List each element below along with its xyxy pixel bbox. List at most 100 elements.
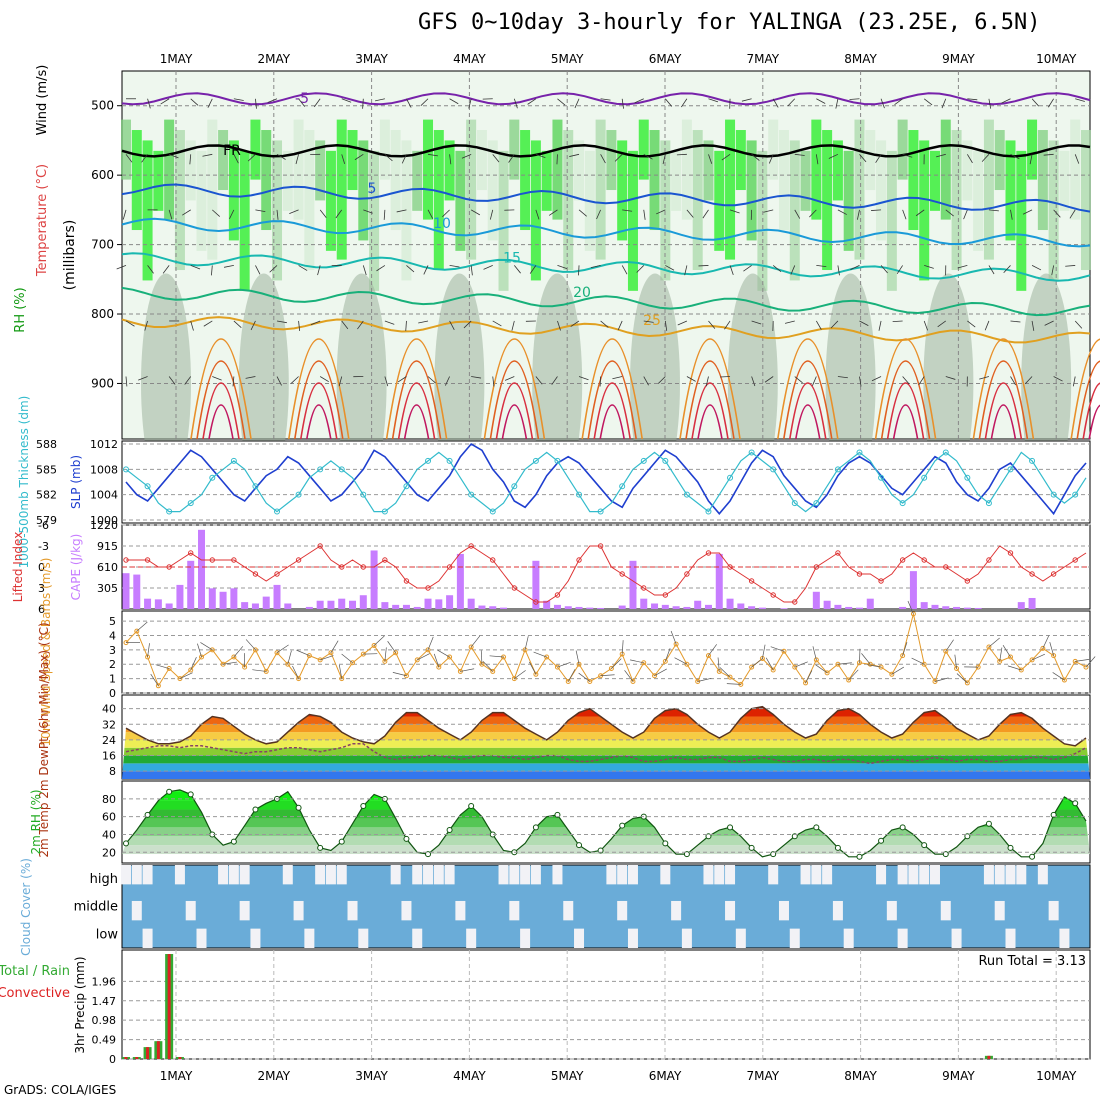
wind-barb	[634, 98, 644, 104]
cloud-cell	[789, 928, 800, 948]
wind-barb	[611, 658, 622, 669]
wind-barb	[871, 376, 882, 382]
wind-barb	[923, 320, 928, 331]
cloud-cell	[228, 865, 239, 885]
wind-barb	[751, 320, 762, 325]
wind-barb	[941, 98, 947, 109]
cloud-cell	[185, 900, 196, 921]
contour-label: -5	[295, 91, 309, 107]
thickness-marker	[360, 491, 367, 498]
wind-barb	[891, 666, 905, 675]
cloud-cell	[617, 865, 628, 885]
wind-barb	[763, 209, 774, 213]
wind-barb	[871, 209, 882, 211]
cloud-cell	[282, 865, 293, 885]
rh-tick-label: 40	[102, 828, 116, 841]
wind-barb	[676, 153, 687, 156]
precip-bar-convective	[146, 1047, 150, 1059]
contour-label: 10	[433, 216, 451, 232]
wind-barb	[945, 639, 954, 652]
wind-barb	[880, 98, 885, 109]
temperature-contour	[1088, 404, 1100, 440]
cape-bar	[758, 607, 766, 609]
credit-text: GrADS: COLA/IGES	[4, 1083, 117, 1097]
wind-barb	[169, 153, 179, 159]
thickness-marker	[1029, 457, 1036, 464]
rh-marker	[964, 833, 971, 840]
wind-speed-marker	[447, 654, 453, 660]
temperature-contour	[489, 360, 540, 440]
temp-band	[122, 771, 1090, 779]
wind-speed-marker	[155, 683, 161, 689]
lifted-index-marker	[1007, 550, 1014, 556]
slp-panel-frame	[121, 440, 1091, 524]
cloud-cell	[196, 928, 207, 948]
rh-shading	[218, 130, 229, 191]
cloud-cell	[951, 928, 962, 948]
cloud-cell	[617, 900, 628, 921]
wind-barb	[741, 98, 752, 102]
rh-shading	[681, 119, 692, 220]
wind-barb	[954, 654, 957, 669]
cape-bar	[683, 606, 691, 609]
wind-barb	[837, 662, 852, 665]
wind-barb	[363, 209, 373, 214]
wind-barb	[809, 209, 817, 218]
cape-bar	[629, 560, 637, 609]
wind-barb	[1072, 376, 1076, 387]
thickness-line	[125, 451, 1087, 513]
cape-bar	[446, 595, 454, 609]
wind-barb	[449, 320, 455, 330]
temperature-contour	[789, 382, 827, 440]
wind-barb	[233, 154, 239, 164]
thickness-marker	[640, 457, 647, 464]
wind-barb	[861, 653, 871, 665]
temperature-label: Temperature (°C)	[35, 164, 50, 277]
cape-bar	[931, 604, 939, 609]
lifted-index-marker	[705, 550, 712, 556]
cloud-cell	[336, 865, 347, 885]
wind-speed-line	[125, 613, 1087, 687]
wind-barb	[292, 665, 299, 679]
rh-marker	[878, 837, 885, 844]
wind-barb	[665, 265, 675, 271]
wind-barb	[1031, 265, 1042, 271]
rh-shading	[940, 119, 951, 220]
cape-bar	[316, 600, 324, 609]
rh-shading	[908, 130, 919, 231]
contour-label: FR	[223, 143, 241, 159]
wind-barb	[880, 265, 888, 274]
wind-barb	[751, 154, 760, 161]
wind-barb	[375, 98, 385, 102]
wind-barb	[815, 320, 822, 330]
rh-marker	[727, 824, 734, 831]
rh-shading	[142, 140, 153, 281]
rh-shading	[735, 130, 746, 191]
wind-barb	[622, 209, 633, 212]
lifted-index-marker	[835, 550, 841, 556]
thickness-marker	[511, 483, 518, 490]
rh-tick-label: 60	[102, 811, 116, 824]
cape-bar	[489, 606, 497, 609]
wind-speed-marker	[209, 647, 215, 653]
wind-barb	[384, 376, 389, 387]
thickness-marker	[662, 457, 669, 464]
rh-shading	[768, 119, 779, 180]
wind-barb	[708, 320, 716, 329]
rh-shading	[487, 140, 498, 241]
wind-barb	[1049, 642, 1054, 656]
cape-bar	[748, 606, 756, 609]
contour-label: 15	[503, 250, 521, 266]
thickness-marker	[252, 483, 259, 490]
cape-bar	[575, 606, 583, 609]
wind-barb	[470, 635, 481, 648]
rh-shading	[466, 119, 477, 260]
date-label-top: 4MAY	[453, 52, 486, 66]
cape-bar	[812, 591, 820, 609]
wind-barb	[527, 98, 537, 105]
wind-speed-marker	[749, 664, 755, 670]
wind-barb	[578, 209, 587, 217]
lifted-index-marker	[770, 592, 776, 598]
cape-bar	[899, 606, 907, 609]
precip-bar-convective	[124, 1057, 128, 1059]
